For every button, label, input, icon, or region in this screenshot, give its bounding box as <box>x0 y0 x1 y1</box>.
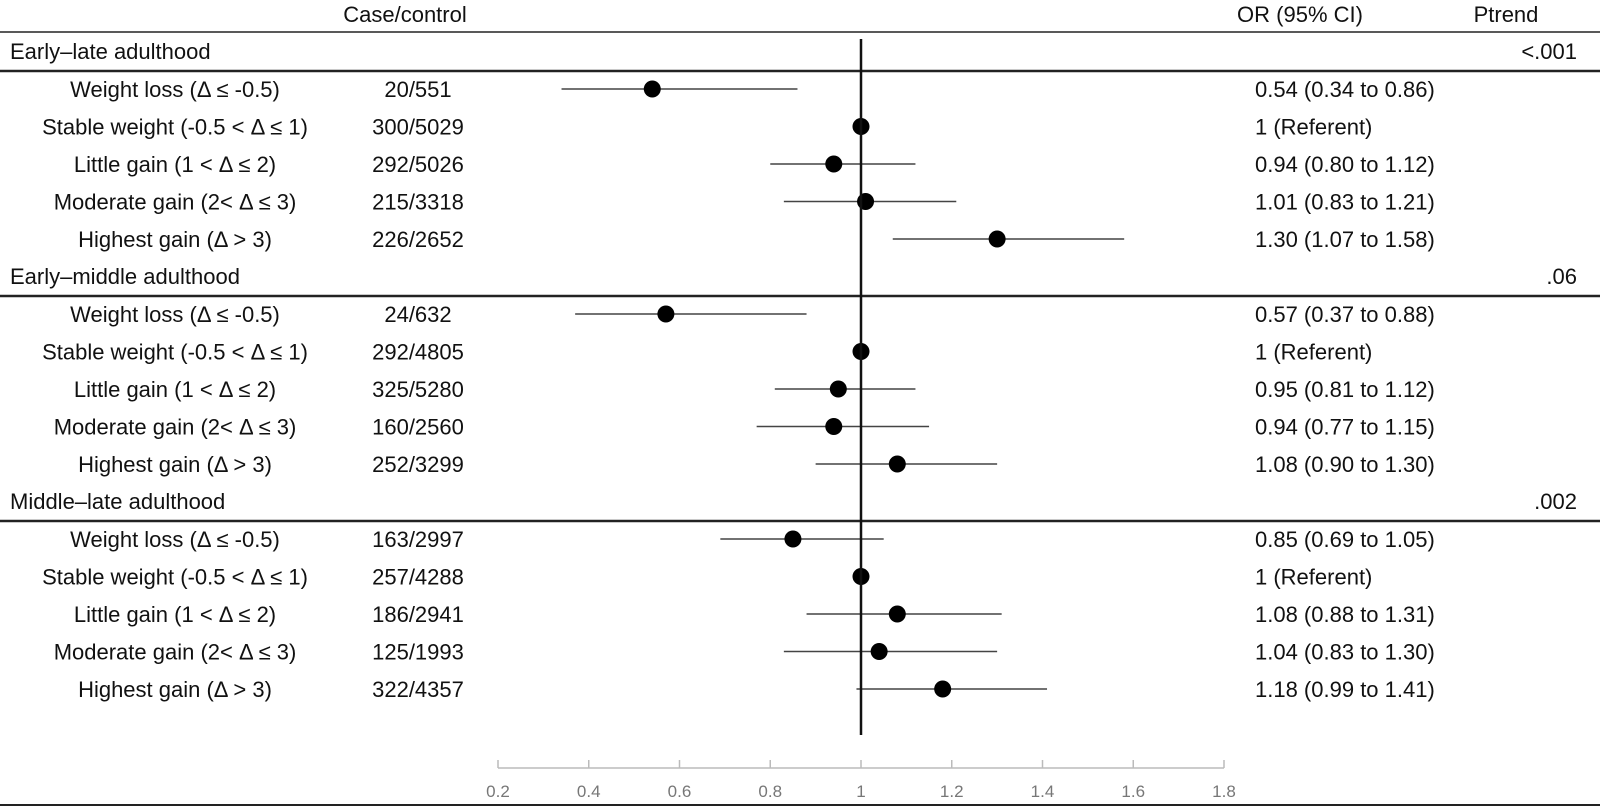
ptrend-header: Ptrend <box>1474 2 1539 27</box>
or-point <box>657 305 675 323</box>
case-control-value: 186/2941 <box>372 602 464 627</box>
or-point <box>857 193 875 210</box>
x-tick-label: 0.4 <box>577 782 601 801</box>
row-label: Moderate gain (2< Δ ≤ 3) <box>54 190 297 215</box>
or-point <box>643 80 661 98</box>
or-point <box>888 455 906 473</box>
case-control-value: 325/5280 <box>372 377 464 402</box>
case-control-value: 257/4288 <box>372 565 464 590</box>
or-ci-text: 0.85 (0.69 to 1.05) <box>1255 527 1435 552</box>
case-control-value: 292/4805 <box>372 340 464 365</box>
ptrend-value: .06 <box>1546 264 1577 289</box>
row-label: Highest gain (Δ > 3) <box>78 677 272 702</box>
or-ci-text: 1.01 (0.83 to 1.21) <box>1255 190 1435 215</box>
or-ci-text: 0.57 (0.37 to 0.88) <box>1255 302 1435 327</box>
or-point <box>870 643 888 660</box>
x-tick-label: 0.8 <box>758 782 782 801</box>
x-tick-label: 0.6 <box>668 782 692 801</box>
group-title: Early–middle adulthood <box>10 264 240 289</box>
or-ci-text: 1.08 (0.90 to 1.30) <box>1255 452 1435 477</box>
case-control-value: 20/551 <box>384 77 451 102</box>
x-tick-label: 0.2 <box>486 782 510 801</box>
x-tick-label: 1 <box>856 782 865 801</box>
row-label: Highest gain (Δ > 3) <box>78 452 272 477</box>
or-ci-text: 1.08 (0.88 to 1.31) <box>1255 602 1435 627</box>
or-point <box>829 380 847 398</box>
or-point <box>888 605 906 623</box>
row-label: Moderate gain (2< Δ ≤ 3) <box>54 415 297 440</box>
x-tick-label: 1.2 <box>940 782 964 801</box>
or-point <box>934 680 952 698</box>
row-label: Stable weight (-0.5 < Δ ≤ 1) <box>42 115 308 140</box>
group-title: Middle–late adulthood <box>10 489 225 514</box>
row-label: Little gain (1 < Δ ≤ 2) <box>74 602 276 627</box>
case-control-value: 24/632 <box>384 302 451 327</box>
x-tick-label: 1.4 <box>1031 782 1055 801</box>
row-label: Highest gain (Δ > 3) <box>78 227 272 252</box>
case-control-value: 226/2652 <box>372 227 464 252</box>
case-control-value: 163/2997 <box>372 527 464 552</box>
case-control-value: 125/1993 <box>372 640 464 665</box>
or-ci-text: 0.54 (0.34 to 0.86) <box>1255 77 1435 102</box>
case-control-value: 160/2560 <box>372 415 464 440</box>
or-point <box>988 230 1006 248</box>
case-control-value: 215/3318 <box>372 190 464 215</box>
or-point <box>784 530 802 548</box>
or-ci-text: 1.04 (0.83 to 1.30) <box>1255 640 1435 665</box>
case-control-value: 252/3299 <box>372 452 464 477</box>
or-point <box>825 155 843 173</box>
ptrend-value: <.001 <box>1521 39 1577 64</box>
row-label: Weight loss (Δ ≤ -0.5) <box>70 302 280 327</box>
group-title: Early–late adulthood <box>10 39 211 64</box>
row-label: Little gain (1 < Δ ≤ 2) <box>74 377 276 402</box>
row-label: Little gain (1 < Δ ≤ 2) <box>74 152 276 177</box>
case-control-value: 292/5026 <box>372 152 464 177</box>
or-ci-text: 0.95 (0.81 to 1.12) <box>1255 377 1435 402</box>
or-ci-text: 1.30 (1.07 to 1.58) <box>1255 227 1435 252</box>
x-tick-label: 1.8 <box>1212 782 1236 801</box>
or-ci-header: OR (95% CI) <box>1237 2 1363 27</box>
or-point <box>825 418 843 435</box>
case-control-header: Case/control <box>343 2 467 27</box>
or-ci-text: 0.94 (0.77 to 1.15) <box>1255 415 1435 440</box>
row-label: Stable weight (-0.5 < Δ ≤ 1) <box>42 565 308 590</box>
row-label: Weight loss (Δ ≤ -0.5) <box>70 527 280 552</box>
case-control-value: 322/4357 <box>372 677 464 702</box>
row-label: Stable weight (-0.5 < Δ ≤ 1) <box>42 340 308 365</box>
or-ci-text: 1 (Referent) <box>1255 115 1372 140</box>
case-control-value: 300/5029 <box>372 115 464 140</box>
or-ci-text: 1.18 (0.99 to 1.41) <box>1255 677 1435 702</box>
x-tick-label: 1.6 <box>1121 782 1145 801</box>
row-label: Moderate gain (2< Δ ≤ 3) <box>54 640 297 665</box>
or-ci-text: 1 (Referent) <box>1255 565 1372 590</box>
or-ci-text: 1 (Referent) <box>1255 340 1372 365</box>
or-ci-text: 0.94 (0.80 to 1.12) <box>1255 152 1435 177</box>
ptrend-value: .002 <box>1534 489 1577 514</box>
row-label: Weight loss (Δ ≤ -0.5) <box>70 77 280 102</box>
